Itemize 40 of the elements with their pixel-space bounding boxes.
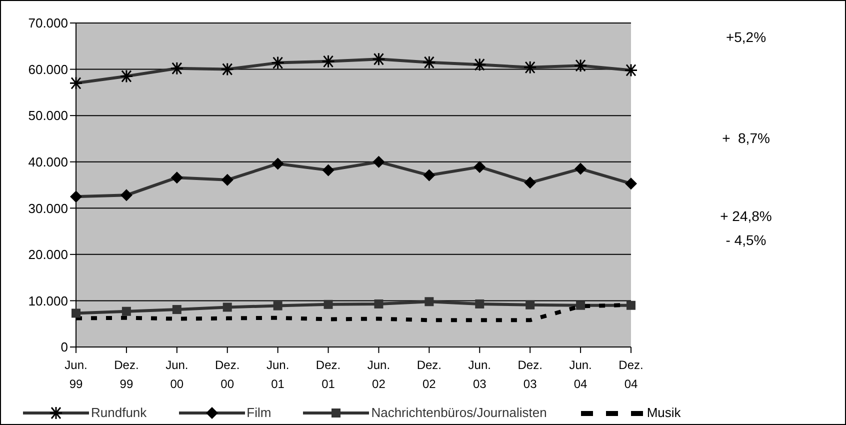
point — [273, 301, 282, 310]
legend-label: Film — [246, 405, 272, 420]
legend-label: Rundfunk — [91, 405, 147, 420]
y-tick-label: 0 — [60, 340, 68, 355]
y-tick-label: 40.000 — [28, 154, 68, 170]
x-tick-label: Dez. 00 — [215, 358, 240, 391]
x-tick-label: Jun. 00 — [166, 358, 188, 391]
y-tick-label: 20.000 — [28, 247, 68, 262]
x-tick-label: Dez. 01 — [316, 358, 341, 391]
point — [324, 300, 333, 309]
point — [72, 308, 80, 318]
y-tick-label: 70.000 — [28, 16, 68, 31]
y-tick-label: 30.000 — [28, 200, 68, 216]
x-tick-label: Jun. 04 — [569, 358, 592, 391]
point — [424, 297, 434, 306]
point — [374, 299, 384, 308]
x-tick-label: Jun. 03 — [468, 358, 491, 391]
text: +5,2% — [724, 29, 768, 45]
x-tick-label: Dez. 03 — [518, 358, 542, 391]
legend-label: Musik — [646, 405, 681, 420]
legend-label: Nachrichtenbüros/Journalisten — [371, 405, 547, 420]
text: - 4,5% — [724, 232, 768, 248]
point — [475, 299, 484, 308]
point — [122, 306, 131, 316]
point — [576, 300, 586, 310]
x-tick-label: Jun. 02 — [367, 358, 390, 391]
point — [526, 300, 535, 310]
x-tick-label: Dez. 04 — [618, 358, 644, 391]
x-tick-label: Jun. 99 — [64, 358, 88, 391]
y-tick-label: 50.000 — [28, 108, 68, 124]
y-tick-label: 10.000 — [28, 293, 68, 308]
x-tick-label: Jun. 01 — [266, 358, 290, 391]
text: + 24,8% — [719, 208, 773, 224]
point — [172, 305, 182, 314]
y-tick-label: 60.000 — [28, 62, 68, 77]
x-tick-label: Dez. 02 — [416, 358, 442, 391]
text: + 8,7% — [721, 130, 771, 146]
x-tick-label: Dez. 99 — [114, 358, 139, 391]
point — [626, 300, 636, 310]
point — [222, 302, 232, 312]
